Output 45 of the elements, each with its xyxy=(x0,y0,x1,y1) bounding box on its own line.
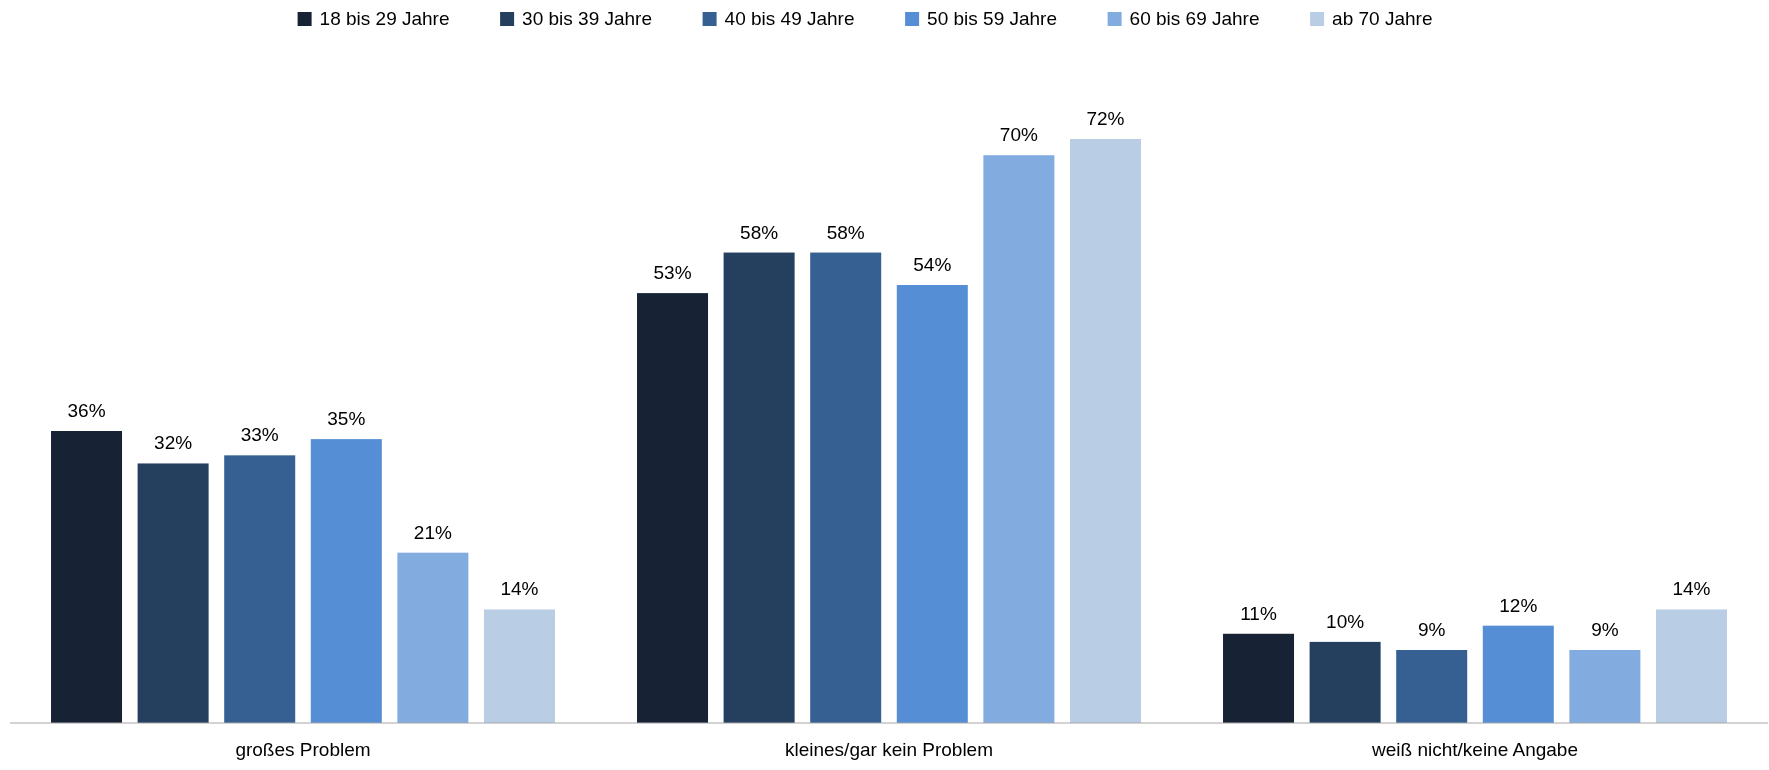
bar xyxy=(637,293,709,723)
data-label: 32% xyxy=(154,432,193,454)
data-label: 36% xyxy=(67,400,106,421)
data-label: 9% xyxy=(1417,619,1446,640)
bar xyxy=(983,155,1055,723)
legend-label: 60 bis 69 Jahre xyxy=(1129,8,1260,29)
data-label: 58% xyxy=(740,221,779,243)
data-label: 54% xyxy=(913,254,952,275)
x-tick-label: großes Problem xyxy=(235,739,371,760)
bar xyxy=(1309,641,1381,723)
bar xyxy=(397,552,469,723)
data-label: 33% xyxy=(240,424,279,446)
legend-label: 30 bis 39 Jahre xyxy=(522,8,653,29)
data-label: 10% xyxy=(1326,610,1365,632)
bar xyxy=(224,455,296,723)
bar xyxy=(483,609,555,723)
data-label: 58% xyxy=(826,221,865,243)
bar xyxy=(51,431,123,723)
x-tick-label: kleines/gar kein Problem xyxy=(784,739,994,760)
data-label: 14% xyxy=(1672,578,1711,600)
legend-label: 18 bis 29 Jahre xyxy=(319,8,450,29)
data-label: 21% xyxy=(413,521,452,543)
legend-label: ab 70 Jahre xyxy=(1332,8,1433,29)
data-label: 72% xyxy=(1086,108,1125,129)
legend-label: 40 bis 49 Jahre xyxy=(724,8,855,29)
bar xyxy=(723,252,795,723)
bar xyxy=(896,285,968,723)
bar xyxy=(1482,625,1554,723)
bar xyxy=(1223,633,1295,723)
bar xyxy=(1569,650,1641,723)
bar xyxy=(810,252,882,723)
data-label: 9% xyxy=(1591,619,1619,640)
x-tick-label: weiß nicht/keine Angabe xyxy=(1371,739,1578,760)
data-label: 14% xyxy=(500,578,539,600)
data-label: 35% xyxy=(327,408,366,430)
bar xyxy=(310,439,382,723)
data-label: 12% xyxy=(1499,594,1538,616)
data-label: 11% xyxy=(1240,602,1277,624)
bar xyxy=(1069,139,1141,723)
bar xyxy=(137,463,209,723)
legend-label: 50 bis 59 Jahre xyxy=(927,8,1058,29)
data-label: 70% xyxy=(999,124,1038,146)
bar xyxy=(1396,650,1468,723)
bar xyxy=(1655,609,1727,723)
data-label: 53% xyxy=(653,262,692,284)
